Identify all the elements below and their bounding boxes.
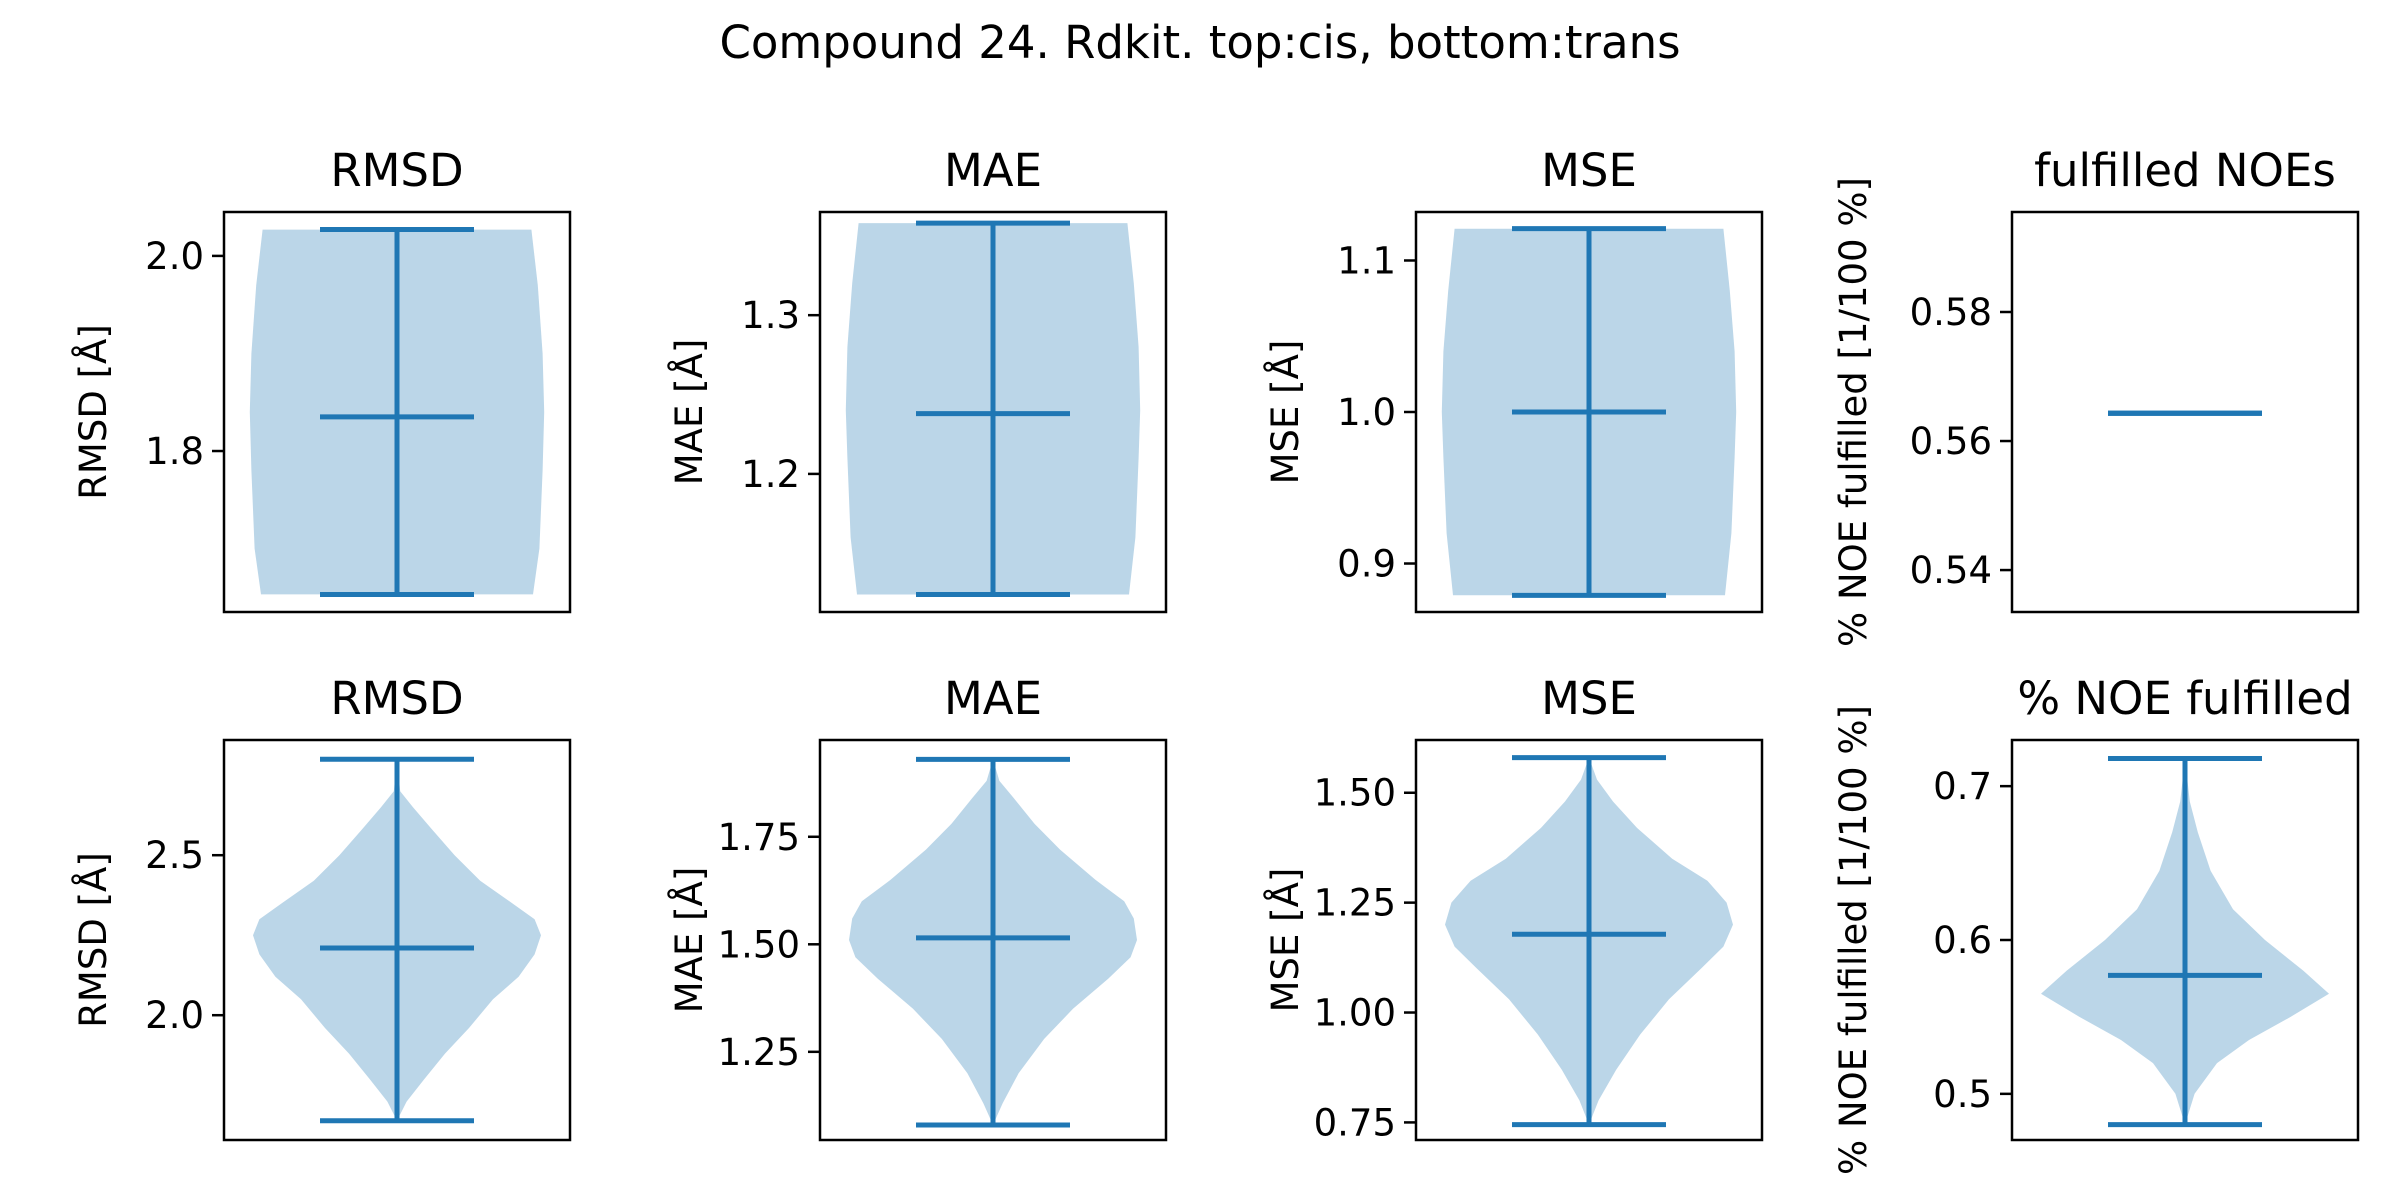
- axes-frame: [818, 210, 1168, 614]
- y-tick-label: 0.54: [1910, 549, 1992, 592]
- panel-bottom--noe-fulfilled: % NOE fulfilled 0.5 0.6 0.7 % NOE fulfilled …: [1832, 672, 2360, 1175]
- y-tick-label: 0.58: [1910, 291, 1992, 334]
- panel-title: MSE: [1541, 144, 1637, 197]
- y-tick-label: 1.0: [1337, 391, 1396, 434]
- panels: RMSD 1.8 2.0 RMSD [Å] MAE 1.2 1.3 MAE [Å] MSE 0.9…: [71, 144, 2360, 1175]
- y-tick-label: 0.56: [1910, 420, 1992, 463]
- panel-title: MAE: [944, 144, 1042, 197]
- y-tick-label: 0.5: [1933, 1073, 1992, 1116]
- y-axis-label: MSE [Å]: [1263, 868, 1307, 1013]
- axes-frame: [818, 738, 1168, 1142]
- y-axis-label: MAE [Å]: [667, 339, 711, 486]
- panel-title: % NOE fulfilled: [2017, 672, 2352, 725]
- panel-top-rmsd: RMSD 1.8 2.0 RMSD [Å]: [71, 144, 572, 614]
- axes-frame: [222, 210, 572, 614]
- panel-top-mae: MAE 1.2 1.3 MAE [Å]: [667, 144, 1168, 614]
- y-tick-label: 1.2: [741, 453, 800, 496]
- y-tick-label: 1.50: [1314, 772, 1396, 815]
- y-tick-label: 0.7: [1933, 765, 1992, 808]
- y-tick-label: 1.25: [1314, 882, 1396, 925]
- y-axis-label: RMSD [Å]: [71, 324, 115, 500]
- axes-frame: [222, 738, 572, 1142]
- y-tick-label: 0.9: [1337, 543, 1396, 586]
- y-tick-label: 2.0: [145, 235, 204, 278]
- y-tick-label: 1.00: [1314, 992, 1396, 1035]
- panel-title: fulfilled NOEs: [2034, 144, 2336, 197]
- figure-title: Compound 24. Rdkit. top:cis, bottom:tran…: [719, 16, 1680, 69]
- panel-title: MAE: [944, 672, 1042, 725]
- panel-title: MSE: [1541, 672, 1637, 725]
- y-tick-label: 0.75: [1314, 1101, 1396, 1144]
- y-tick-label: 1.50: [718, 923, 800, 966]
- y-axis-label: % NOE fulfilled [1/100 %]: [1832, 177, 1875, 647]
- y-tick-label: 1.25: [718, 1031, 800, 1074]
- y-tick-label: 1.3: [741, 294, 800, 337]
- y-tick-label: 1.8: [145, 430, 204, 473]
- y-tick-label: 2.0: [145, 994, 204, 1037]
- axes-frame: [2010, 210, 2360, 614]
- panel-bottom-rmsd: RMSD 2.0 2.5 RMSD [Å]: [71, 672, 572, 1142]
- y-tick-label: 1.1: [1337, 239, 1396, 282]
- y-axis-label: MAE [Å]: [667, 867, 711, 1014]
- panel-top-fulfilled-noes: fulfilled NOEs 0.54 0.56 0.58 % NOE fulfille…: [1832, 144, 2360, 647]
- y-axis-label: RMSD [Å]: [71, 852, 115, 1028]
- axes-frame: [1414, 738, 1764, 1142]
- panel-bottom-mse: MSE 0.75 1.00 1.25 1.50 MSE [Å]: [1263, 672, 1764, 1144]
- y-axis-label: % NOE fulfilled [1/100 %]: [1832, 705, 1875, 1175]
- y-axis-label: MSE [Å]: [1263, 340, 1307, 485]
- panel-title: RMSD: [330, 672, 463, 725]
- panel-title: RMSD: [330, 144, 463, 197]
- y-tick-label: 0.6: [1933, 919, 1992, 962]
- y-tick-label: 2.5: [145, 834, 204, 877]
- y-tick-label: 1.75: [718, 816, 800, 859]
- panel-top-mse: MSE 0.9 1.0 1.1 MSE [Å]: [1263, 144, 1764, 614]
